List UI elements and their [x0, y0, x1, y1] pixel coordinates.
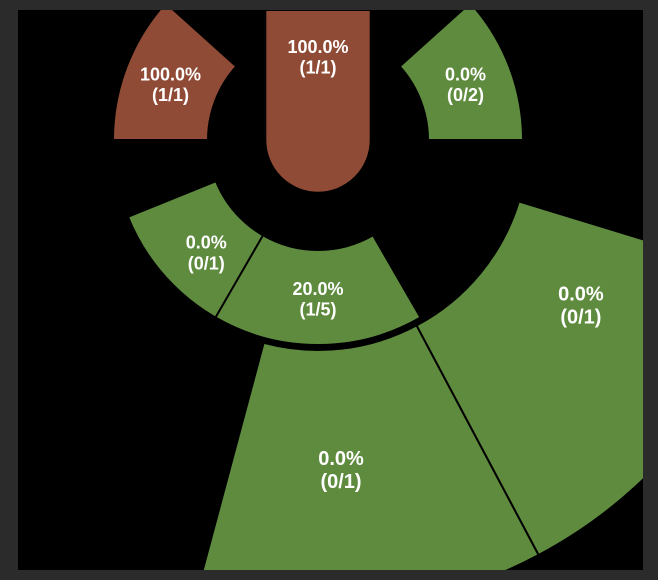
segment-label-r2-top-right: 0.0%(0/2): [445, 64, 486, 105]
sunburst-chart: 100.0%(1/1)100.0%(1/1)0.0%(0/2)0.0%(0/1)…: [18, 10, 643, 570]
segment-label-r3-big-left: 0.0%(0/1): [318, 448, 364, 493]
segment-label-r2-bottom-left: 0.0%(0/1): [186, 232, 227, 273]
chart-panel: 100.0%(1/1)100.0%(1/1)0.0%(0/2)0.0%(0/1)…: [18, 10, 643, 570]
segment-label-r3-big-right: 0.0%(0/1): [558, 284, 604, 329]
segment-label-r2-bottom-center: 20.0%(1/5): [292, 279, 343, 320]
